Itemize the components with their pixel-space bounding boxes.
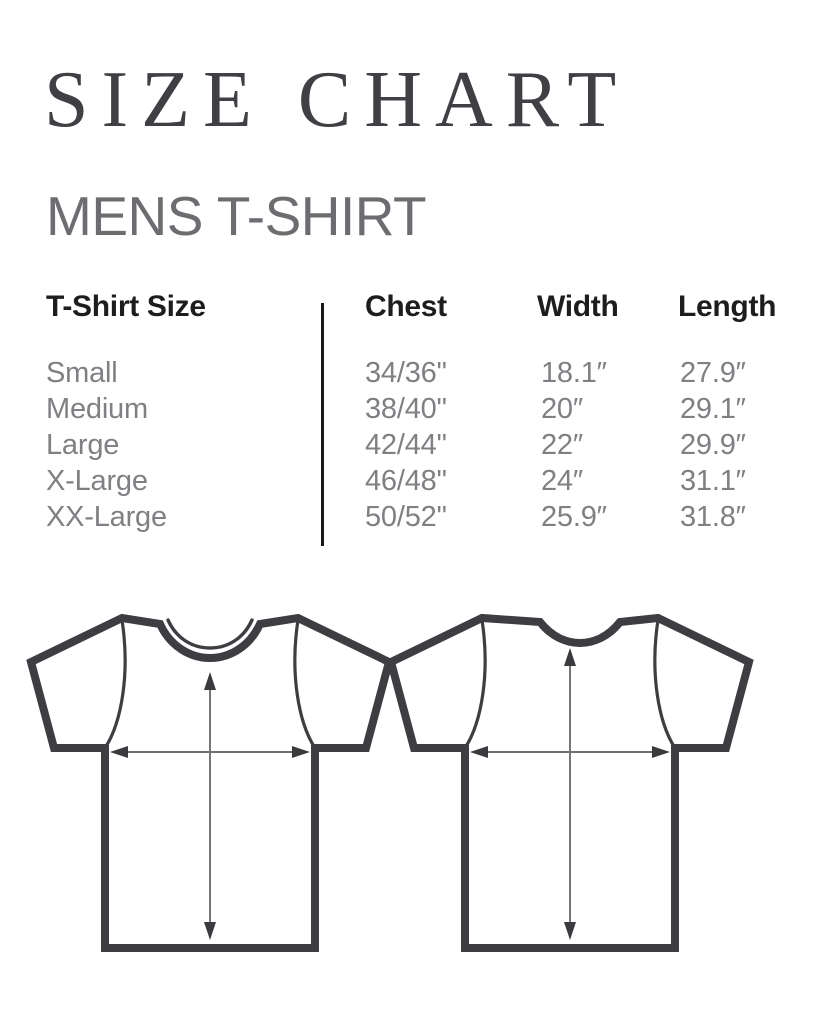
- cell-size: Medium: [46, 393, 148, 425]
- size-table: T-Shirt Size Chest Width Length Small 34…: [0, 288, 819, 558]
- tshirt-front-illustration: [26, 613, 394, 952]
- back-width-arrow-icon: [470, 746, 670, 758]
- cell-width: 18.1″: [541, 357, 607, 389]
- tshirt-illustrations: [0, 600, 819, 980]
- front-right-armhole-seam: [293, 618, 317, 750]
- cell-length: 29.1″: [680, 393, 746, 425]
- column-header-length: Length: [678, 290, 777, 323]
- table-row: XX-Large 50/52" 25.9″ 31.8″: [0, 499, 819, 535]
- page-subtitle: MENS T-SHIRT: [46, 185, 427, 247]
- back-left-armhole-seam: [463, 618, 487, 750]
- cell-chest: 46/48": [365, 465, 447, 497]
- table-row: Medium 38/40" 20″ 29.1″: [0, 391, 819, 427]
- table-body: Small 34/36" 18.1″ 27.9″ Medium 38/40" 2…: [0, 355, 819, 535]
- column-header-width: Width: [537, 290, 619, 323]
- cell-chest: 34/36": [365, 357, 447, 389]
- front-collar-band-icon: [166, 618, 254, 650]
- cell-length: 31.1″: [680, 465, 746, 497]
- front-left-armhole-seam: [103, 618, 127, 750]
- cell-size: X-Large: [46, 465, 148, 497]
- cell-size: XX-Large: [46, 501, 167, 533]
- tshirt-back-illustration: [386, 613, 754, 952]
- table-vertical-divider: [321, 303, 324, 546]
- column-header-chest: Chest: [365, 290, 447, 323]
- cell-width: 24″: [541, 465, 583, 497]
- table-row: Large 42/44" 22″ 29.9″: [0, 427, 819, 463]
- cell-chest: 42/44": [365, 429, 447, 461]
- cell-length: 31.8″: [680, 501, 746, 533]
- cell-length: 27.9″: [680, 357, 746, 389]
- cell-width: 20″: [541, 393, 583, 425]
- cell-size: Small: [46, 357, 118, 389]
- cell-length: 29.9″: [680, 429, 746, 461]
- front-length-arrow-icon: [204, 672, 216, 940]
- table-row: Small 34/36" 18.1″ 27.9″: [0, 355, 819, 391]
- back-right-armhole-seam: [653, 618, 677, 750]
- cell-width: 22″: [541, 429, 583, 461]
- back-length-arrow-icon: [564, 648, 576, 940]
- column-header-size: T-Shirt Size: [46, 290, 206, 323]
- cell-size: Large: [46, 429, 120, 461]
- cell-chest: 38/40": [365, 393, 447, 425]
- cell-chest: 50/52": [365, 501, 447, 533]
- table-row: X-Large 46/48" 24″ 31.1″: [0, 463, 819, 499]
- front-shirt-outline: [26, 613, 394, 952]
- cell-width: 25.9″: [541, 501, 607, 533]
- front-width-arrow-icon: [110, 746, 310, 758]
- page-title: SIZE CHART: [44, 56, 630, 144]
